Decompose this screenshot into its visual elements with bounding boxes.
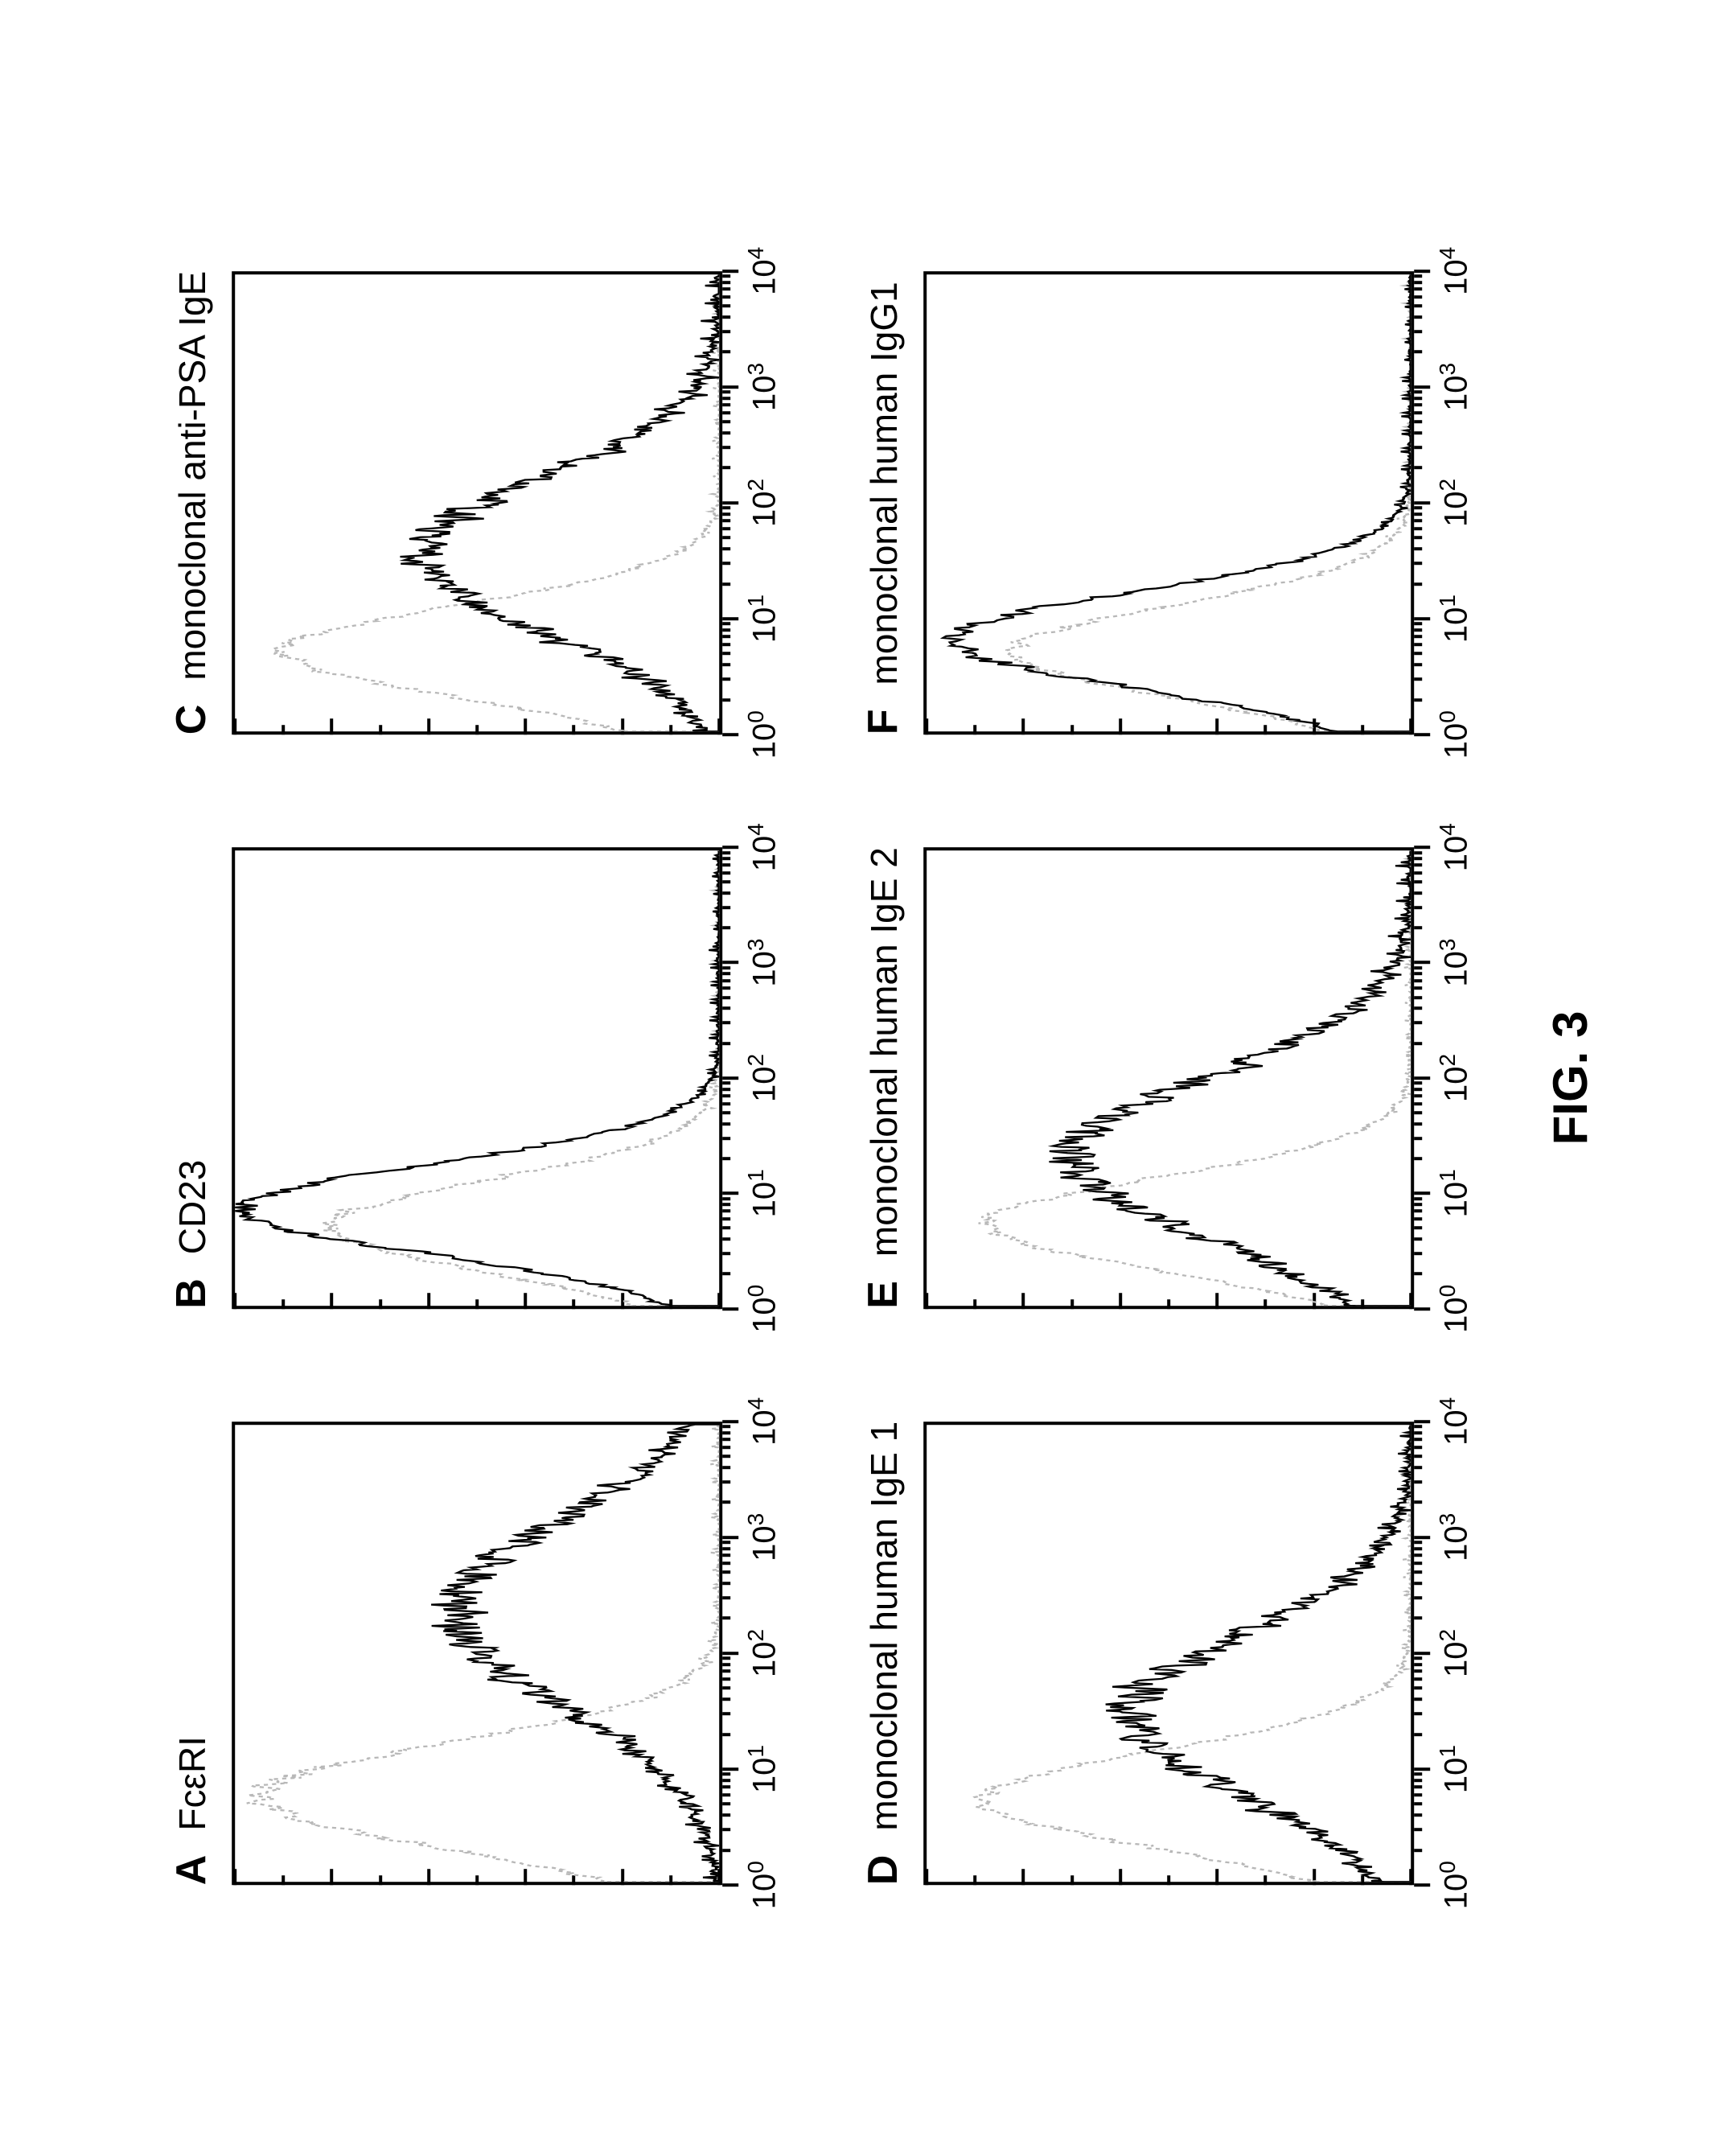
x-tick-label: 101 [743, 1169, 783, 1217]
panel-letter: F [859, 709, 907, 734]
panel-grid: A FcεRI 100 101 102 103 104 B CD23 100 101 102 103 10… [103, 207, 1518, 1949]
x-tick-label: 101 [1435, 595, 1474, 643]
x-tick-label: 104 [743, 823, 783, 871]
x-tick-label: 103 [743, 1513, 783, 1561]
panel-letter: E [859, 1281, 907, 1309]
panel-D: Dmonoclonal human IgE 1100101102103104 [859, 1422, 1486, 1885]
panel-title: FcεRI [171, 1736, 214, 1831]
series-control [247, 1425, 719, 1882]
x-tick-label: 102 [1435, 1629, 1474, 1677]
series-control [1007, 274, 1411, 731]
panel-B: BCD23100101102103104 [167, 847, 795, 1309]
x-tick-label: 103 [1435, 939, 1474, 987]
panel-E: Emonoclonal human IgE 2100101102103104 [859, 847, 1486, 1309]
x-tick-label: 100 [1435, 710, 1474, 759]
histogram-plot [923, 1422, 1414, 1885]
histogram-plot [923, 847, 1414, 1309]
x-tick-label: 104 [743, 247, 783, 295]
panel-letter: C [167, 705, 216, 735]
plot-svg [927, 274, 1411, 731]
x-axis: 100101102103104 [722, 1422, 795, 1885]
x-tick-label: 102 [1435, 1054, 1474, 1102]
plot-svg [235, 1425, 719, 1882]
histogram-plot [232, 847, 722, 1309]
figure: A FcεRI 100 101 102 103 104 B CD23 100 101 102 103 10… [103, 207, 1631, 1949]
panel-header: Dmonoclonal human IgE 1 [859, 1422, 915, 1885]
panel-header: Fmonoclonal human IgG1 [859, 271, 915, 734]
panel-letter: B [167, 1278, 216, 1309]
panel-header: B CD23 [167, 847, 224, 1309]
x-tick-label: 101 [1435, 1745, 1474, 1793]
series-control [322, 850, 719, 1306]
x-tick-label: 100 [743, 1285, 783, 1333]
plot-svg [927, 850, 1411, 1306]
panel-title: monoclonal human IgE 1 [862, 1422, 906, 1831]
x-tick-label: 104 [743, 1397, 783, 1446]
x-axis: 100101102103104 [722, 271, 795, 734]
page: A FcεRI 100 101 102 103 104 B CD23 100 101 102 103 10… [0, 0, 1734, 2156]
x-tick-label: 101 [1435, 1169, 1474, 1217]
figure-caption: FIG. 3 [1543, 207, 1598, 1949]
x-tick-label: 100 [1435, 1861, 1474, 1909]
panel-C: Cmonoclonal anti-PSA IgE100101102103104 [167, 271, 795, 734]
x-tick-label: 103 [1435, 1513, 1474, 1561]
x-tick-label: 102 [743, 1054, 783, 1102]
panel-title: CD23 [171, 1160, 214, 1255]
x-axis: 100101102103104 [1414, 271, 1486, 734]
x-tick-label: 102 [1435, 479, 1474, 527]
panel-letter: A [167, 1855, 216, 1886]
x-tick-label: 103 [1435, 363, 1474, 411]
panel-header: Cmonoclonal anti-PSA IgE [167, 271, 224, 734]
panel-title: monoclonal human IgG1 [862, 282, 906, 685]
panel-title: monoclonal anti-PSA IgE [171, 271, 214, 681]
x-tick-label: 102 [743, 479, 783, 527]
x-tick-label: 104 [1435, 247, 1474, 295]
panel-F: Fmonoclonal human IgG1100101102103104 [859, 271, 1486, 734]
x-axis: 100101102103104 [722, 847, 795, 1309]
panel-header: Emonoclonal human IgE 2 [859, 847, 915, 1309]
x-tick-label: 103 [743, 363, 783, 411]
series-test [943, 274, 1411, 731]
plot-svg [235, 850, 719, 1306]
series-test [235, 850, 719, 1306]
panel-letter: D [859, 1855, 907, 1886]
x-axis: 100101102103104 [1414, 1422, 1486, 1885]
x-tick-label: 101 [743, 595, 783, 643]
x-tick-label: 100 [743, 1861, 783, 1909]
x-axis: 100101102103104 [1414, 847, 1486, 1309]
histogram-plot [232, 271, 722, 734]
plot-svg [927, 1425, 1411, 1882]
series-test [400, 274, 719, 731]
x-tick-label: 100 [743, 710, 783, 759]
panel-A: AFcεRI100101102103104 [167, 1422, 795, 1885]
x-tick-label: 101 [743, 1745, 783, 1793]
series-control [975, 1425, 1411, 1882]
series-test [431, 1425, 719, 1882]
panel-header: A FcεRI [167, 1422, 224, 1885]
x-tick-label: 100 [1435, 1285, 1474, 1333]
x-tick-label: 102 [743, 1629, 783, 1677]
panel-title: monoclonal human IgE 2 [862, 847, 906, 1257]
plot-svg [235, 274, 719, 731]
x-tick-label: 104 [1435, 1397, 1474, 1446]
series-test [1049, 850, 1411, 1306]
series-test [1106, 1425, 1411, 1882]
x-tick-label: 104 [1435, 823, 1474, 871]
histogram-plot [232, 1422, 722, 1885]
histogram-plot [923, 271, 1414, 734]
x-tick-label: 103 [743, 939, 783, 987]
